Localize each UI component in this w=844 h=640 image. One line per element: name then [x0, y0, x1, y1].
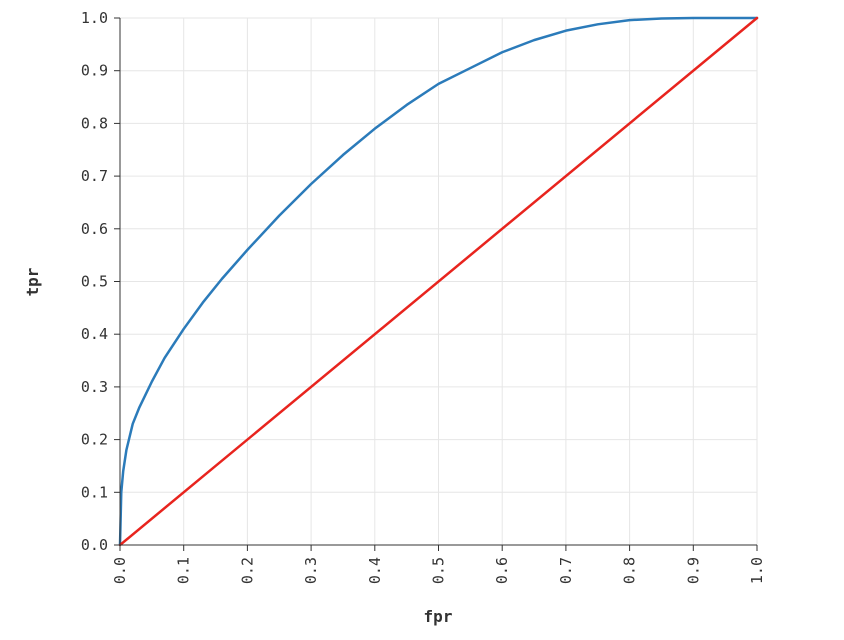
y-tick-label: 0.7 [81, 167, 108, 185]
y-tick-label: 1.0 [81, 9, 108, 27]
y-tick-label: 0.5 [81, 273, 108, 291]
axes: 0.0 0.1 0.2 0.3 0.4 0.5 0.6 0.7 0.8 0.9 1.0 0.0 0.1 0… [81, 9, 766, 584]
series-layer [118, 16, 759, 547]
y-tick-label: 0.9 [81, 62, 108, 80]
x-tick-label: 0.4 [366, 557, 384, 584]
x-tick-label: 0.5 [430, 557, 448, 584]
x-tick-label: 0.9 [684, 557, 702, 584]
x-tick-label: 0.0 [111, 557, 129, 584]
x-tick-label: 0.7 [557, 557, 575, 584]
y-tick-label: 0.6 [81, 220, 108, 238]
y-tick-label: 0.0 [81, 536, 108, 554]
y-tick-label: 0.1 [81, 483, 108, 501]
x-tick-label: 0.8 [621, 557, 639, 584]
x-axis-label: fpr [424, 607, 453, 626]
y-tick-label: 0.8 [81, 114, 108, 132]
x-tick-label: 0.2 [238, 557, 256, 584]
y-tick-label: 0.4 [81, 325, 108, 343]
x-tick-label: 0.1 [175, 557, 193, 584]
x-tick-label: 1.0 [748, 557, 766, 584]
y-axis-label: tpr [23, 268, 42, 297]
roc-curve-line [118, 16, 759, 547]
diagonal-reference-line [118, 16, 759, 547]
x-tick-label: 0.6 [493, 557, 511, 584]
y-tick-label: 0.3 [81, 378, 108, 396]
y-tick-label: 0.2 [81, 431, 108, 449]
x-tick-label: 0.3 [302, 557, 320, 584]
